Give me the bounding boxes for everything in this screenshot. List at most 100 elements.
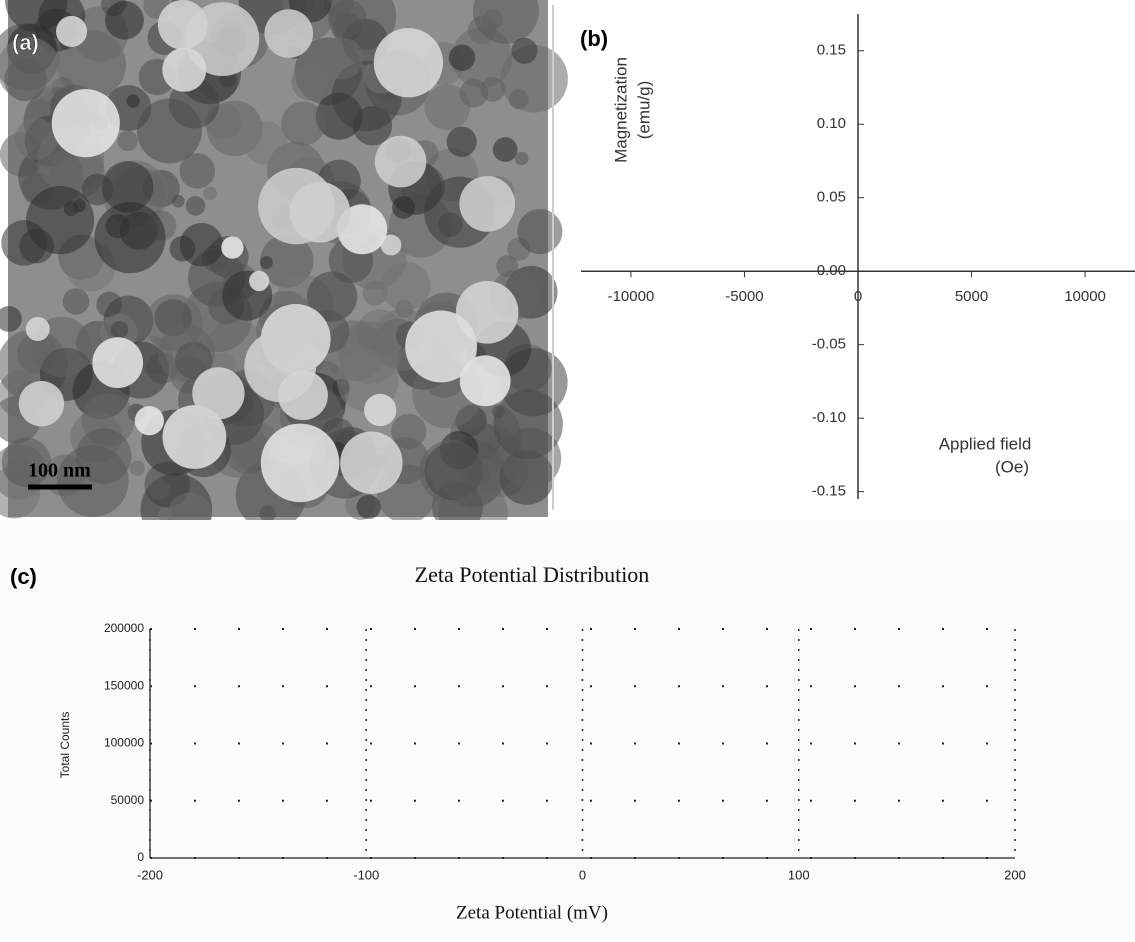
particle-cluster xyxy=(1,437,52,488)
y-tick-label: 200000 xyxy=(104,621,144,635)
y-tick-label: -0.10 xyxy=(812,409,846,426)
particle-cluster xyxy=(81,173,114,206)
particle-cluster xyxy=(148,478,171,501)
particle-cluster xyxy=(391,413,427,449)
void-region xyxy=(162,405,227,469)
particle-cluster xyxy=(0,37,61,101)
void-region xyxy=(51,89,120,158)
particle-cluster xyxy=(493,389,563,460)
particle-cluster xyxy=(117,130,138,151)
void-region xyxy=(373,28,444,98)
x-axis-label: (Oe) xyxy=(995,457,1029,476)
particle-cluster xyxy=(307,271,358,322)
particle-cluster xyxy=(102,161,154,213)
void-region xyxy=(92,337,144,389)
y-tick-label: 0.10 xyxy=(817,115,846,132)
x-tick-label: -100 xyxy=(353,867,379,882)
particle-cluster xyxy=(260,256,273,269)
x-tick-label: 200 xyxy=(1004,867,1026,882)
y-tick-label: -0.05 xyxy=(812,336,846,353)
particle-cluster xyxy=(110,320,129,339)
particle-cluster xyxy=(126,94,140,108)
y-axis-label: (emu/g) xyxy=(634,81,653,140)
particle-cluster xyxy=(329,0,367,37)
void-region xyxy=(18,381,65,427)
particle-cluster xyxy=(203,186,217,201)
panel-label: (a) xyxy=(12,30,39,55)
chart-title: Zeta Potential Distribution xyxy=(415,562,650,587)
void-region xyxy=(157,0,208,50)
y-tick-label: 100000 xyxy=(104,736,144,750)
particle-cluster xyxy=(514,151,529,166)
particle-cluster xyxy=(14,117,57,160)
void-region xyxy=(249,270,270,292)
void-region xyxy=(221,236,244,259)
y-axis-label: Total Counts xyxy=(58,712,72,779)
particle-cluster xyxy=(321,37,364,80)
void-region xyxy=(264,9,314,58)
particle-cluster xyxy=(281,101,326,146)
x-tick-label: 0 xyxy=(579,867,586,882)
particle-cluster xyxy=(105,0,144,40)
x-tick-label: -200 xyxy=(137,867,163,882)
y-tick-label: -0.15 xyxy=(812,483,846,500)
particle-cluster xyxy=(424,84,471,131)
void-region xyxy=(374,135,427,188)
particle-cluster xyxy=(136,98,202,164)
y-tick-label: 150000 xyxy=(104,678,144,692)
particle-cluster xyxy=(94,202,166,274)
void-region xyxy=(56,15,88,47)
x-tick-label: 10000 xyxy=(1064,288,1106,305)
particle-cluster xyxy=(492,137,518,162)
void-region xyxy=(364,393,397,427)
panel-label: (c) xyxy=(10,564,37,589)
void-region xyxy=(162,47,207,92)
x-axis-label: Zeta Potential (mV) xyxy=(456,902,608,923)
void-region xyxy=(459,176,516,232)
particle-cluster xyxy=(243,121,288,165)
y-tick-label: 0.05 xyxy=(817,189,846,206)
void-region xyxy=(459,355,511,407)
y-tick-label: 50000 xyxy=(111,793,145,807)
particle-cluster xyxy=(26,186,95,255)
x-tick-label: 100 xyxy=(788,867,810,882)
panel-c-background xyxy=(0,520,1135,937)
particle-cluster xyxy=(185,196,206,216)
particle-cluster xyxy=(179,153,216,189)
particle-cluster xyxy=(75,428,132,484)
particle-cluster xyxy=(179,222,224,267)
x-tick-label: 5000 xyxy=(955,288,988,305)
particle-cluster xyxy=(291,63,329,101)
y-axis-label: Magnetization xyxy=(611,57,630,163)
y-tick-label: 0 xyxy=(137,850,144,864)
void-region xyxy=(278,370,328,421)
particle-cluster xyxy=(419,439,483,504)
particle-cluster xyxy=(62,288,90,315)
particle-cluster xyxy=(129,460,145,476)
particle-cluster xyxy=(0,305,22,332)
x-tick-label: -5000 xyxy=(725,288,763,305)
particle-cluster xyxy=(381,261,431,311)
y-tick-label: 0.00 xyxy=(817,262,846,279)
void-region xyxy=(289,181,351,243)
particle-cluster xyxy=(459,78,489,108)
void-region xyxy=(260,423,340,503)
particle-cluster xyxy=(392,196,415,219)
void-region xyxy=(134,406,164,436)
particle-cluster xyxy=(482,9,504,30)
panel-label: (b) xyxy=(580,26,608,51)
y-tick-label: 0.15 xyxy=(817,42,846,59)
x-axis-label: Applied field xyxy=(939,434,1032,453)
particle-cluster xyxy=(171,194,185,208)
particle-cluster xyxy=(157,324,216,382)
void-region xyxy=(405,310,478,383)
void-region xyxy=(25,316,50,341)
x-tick-label: 0 xyxy=(854,288,862,305)
particle-cluster xyxy=(356,494,381,520)
void-region xyxy=(192,367,245,420)
void-region xyxy=(380,234,402,256)
particle-cluster xyxy=(448,44,476,71)
particle-cluster xyxy=(260,234,314,288)
